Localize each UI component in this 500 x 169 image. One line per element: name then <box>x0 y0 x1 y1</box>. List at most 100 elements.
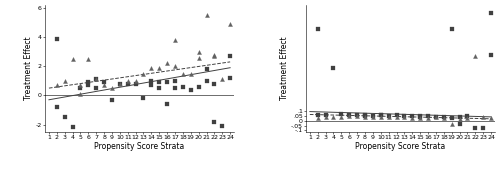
Point <box>76 93 84 95</box>
Point <box>322 114 330 116</box>
Point <box>448 123 456 125</box>
Point <box>464 117 471 120</box>
Point <box>68 126 76 129</box>
Point <box>456 122 464 125</box>
Point <box>472 127 480 130</box>
Point <box>384 116 392 118</box>
Point <box>440 116 448 119</box>
Point <box>456 116 464 118</box>
Point <box>400 116 408 118</box>
Point <box>432 116 440 119</box>
Point <box>60 116 68 119</box>
Point <box>84 81 92 84</box>
Point <box>140 97 147 100</box>
Point <box>179 72 187 75</box>
Point <box>226 55 234 57</box>
Point <box>194 85 202 88</box>
Point <box>171 79 179 82</box>
Point <box>330 116 338 118</box>
Point <box>84 84 92 87</box>
Point <box>440 116 448 118</box>
Point <box>186 72 194 75</box>
Point <box>377 116 385 119</box>
Point <box>84 58 92 60</box>
Point <box>210 82 218 85</box>
Point <box>432 116 440 118</box>
Point <box>171 39 179 41</box>
Point <box>424 116 432 119</box>
X-axis label: Propensity Score Strata: Propensity Score Strata <box>356 142 446 151</box>
Point <box>322 116 330 118</box>
Point <box>163 81 171 84</box>
Point <box>100 84 108 87</box>
Point <box>487 116 495 119</box>
Point <box>202 68 210 70</box>
Point <box>92 78 100 81</box>
Point <box>132 82 140 85</box>
Point <box>479 127 487 130</box>
Point <box>210 53 218 56</box>
Point <box>361 115 369 117</box>
Point <box>68 58 76 60</box>
Point <box>124 82 132 85</box>
Point <box>479 116 487 119</box>
Point <box>148 84 156 87</box>
Point <box>353 114 361 116</box>
Point <box>140 72 147 75</box>
Point <box>314 114 322 116</box>
Point <box>202 79 210 82</box>
Point <box>408 115 416 117</box>
Point <box>155 81 163 84</box>
Point <box>361 116 369 119</box>
Y-axis label: Treatment Effect: Treatment Effect <box>280 37 288 100</box>
Point <box>424 115 432 117</box>
Point <box>60 79 68 82</box>
Point <box>226 77 234 79</box>
Point <box>179 85 187 88</box>
Point <box>346 114 354 116</box>
Point <box>53 84 61 87</box>
Point <box>377 114 385 116</box>
Point <box>400 115 408 117</box>
X-axis label: Propensity Score Strata: Propensity Score Strata <box>94 142 184 151</box>
Point <box>226 23 234 25</box>
Point <box>155 66 163 69</box>
Point <box>210 120 218 123</box>
Point <box>472 55 480 57</box>
Point <box>416 116 424 118</box>
Point <box>53 37 61 40</box>
Point <box>155 87 163 89</box>
Point <box>132 79 140 82</box>
Point <box>353 115 361 118</box>
Point <box>448 28 456 31</box>
Point <box>116 82 124 85</box>
Point <box>464 115 471 117</box>
Point <box>163 103 171 105</box>
Point <box>194 56 202 59</box>
Point <box>163 62 171 65</box>
Point <box>76 84 84 87</box>
Point <box>487 54 495 57</box>
Point <box>218 78 226 81</box>
Point <box>92 87 100 89</box>
Point <box>218 125 226 127</box>
Point <box>116 82 124 85</box>
Point <box>448 116 456 119</box>
Point <box>408 117 416 120</box>
Point <box>338 113 345 115</box>
Point <box>108 98 116 101</box>
Point <box>148 79 156 82</box>
Point <box>392 116 400 118</box>
Point <box>202 14 210 17</box>
Point <box>456 117 464 120</box>
Point <box>76 87 84 89</box>
Point <box>369 116 377 118</box>
Point <box>330 66 338 69</box>
Point <box>53 106 61 108</box>
Point <box>92 78 100 81</box>
Point <box>377 114 385 117</box>
Point <box>210 55 218 57</box>
Point <box>100 81 108 84</box>
Point <box>416 117 424 120</box>
Point <box>108 87 116 89</box>
